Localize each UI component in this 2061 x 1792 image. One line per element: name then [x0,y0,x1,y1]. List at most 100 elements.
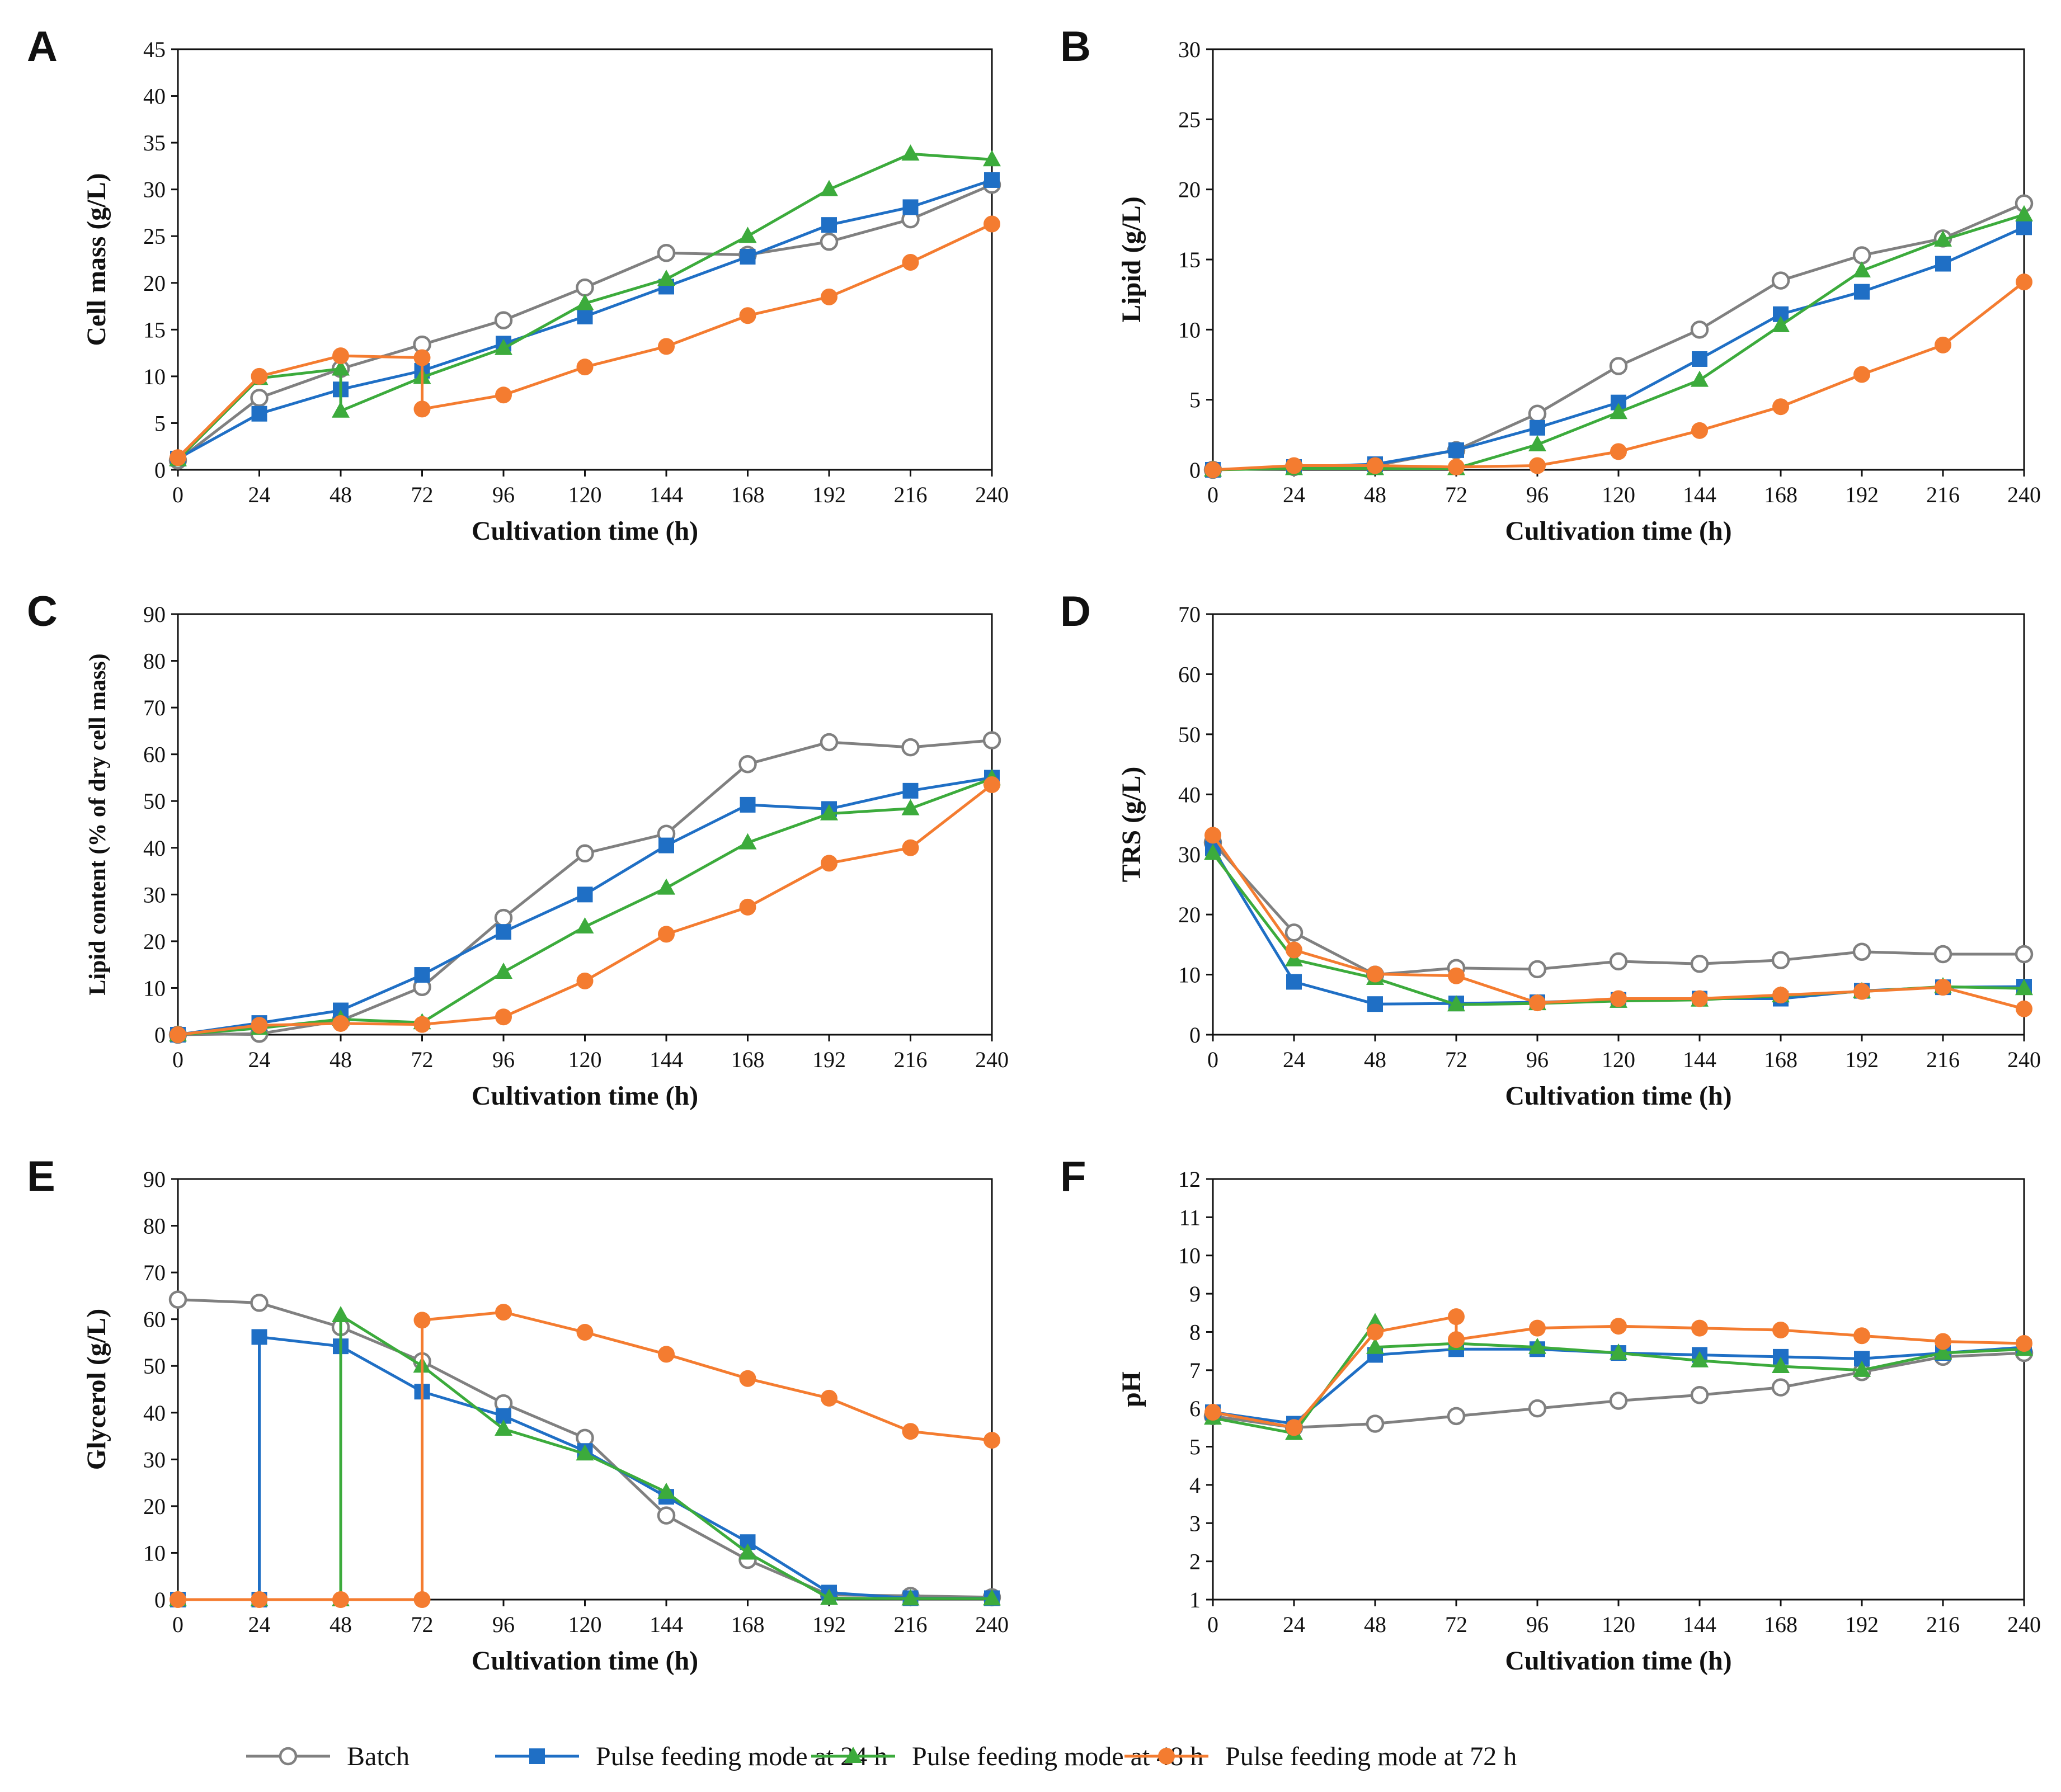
data-point [1448,1308,1465,1326]
x-tick-label: 120 [568,1047,602,1072]
data-point [1853,1327,1870,1345]
x-tick-label: 240 [2007,1047,2041,1072]
x-tick-label: 72 [1445,1612,1467,1637]
series-line [1211,834,2025,1011]
legend-item: Pulse feeding mode at 72 h [1124,1742,1517,1771]
data-point [170,1026,186,1043]
data-point [1934,230,1952,247]
data-point [1691,422,1708,439]
legend-swatch-marker [529,1748,545,1764]
data-point [1852,246,1871,265]
y-tick-label: 60 [143,1307,166,1332]
data-point [1366,1337,1384,1354]
y-tick-label: 0 [1189,1022,1201,1048]
data-point [170,1591,186,1608]
x-tick-label: 72 [411,1047,434,1072]
y-tick-label: 40 [143,1400,166,1426]
y-tick-label: 60 [1178,662,1201,687]
x-tick-label: 48 [1364,482,1386,507]
y-tick-label: 15 [1178,247,1201,272]
y-tick-label: 20 [143,929,166,954]
data-point [984,1432,1000,1449]
x-tick-label: 144 [650,482,683,507]
data-point [1690,1386,1709,1404]
x-tick-label: 216 [894,482,928,507]
data-point [251,405,267,422]
series-pulse-feeding-mode-at-48-h [169,1305,1001,1606]
x-tick-label: 192 [812,482,846,507]
y-tick-label: 2 [1189,1549,1201,1574]
x-tick-label: 120 [1602,1047,1635,1072]
data-point [1367,996,1383,1012]
y-tick-label: 30 [1178,37,1201,62]
x-tick-label: 72 [1445,1047,1467,1072]
x-tick-label: 216 [894,1047,928,1072]
y-axis-title: pH [1117,1371,1146,1407]
data-point [577,308,593,324]
x-tick-label: 72 [411,1612,434,1637]
series-pulse-feeding-mode-at-24-h [1205,840,2032,1012]
y-axis-title: Glycerol (g/L) [82,1309,111,1470]
x-tick-label: 0 [1207,482,1218,507]
data-point [2016,273,2032,291]
data-point [413,1016,431,1033]
data-point [738,1543,757,1560]
y-tick-label: 70 [143,1260,166,1285]
y-tick-label: 40 [143,84,166,109]
data-point [2016,1334,2032,1352]
data-point [1772,1322,1789,1339]
series-pulse-feeding-mode-at-24-h [1205,219,2032,478]
series-pulse-feeding-mode-at-48-h [1204,1313,2033,1440]
data-point [1853,1360,1871,1377]
data-point [820,180,838,196]
series-line [1212,852,2025,1006]
data-point [576,294,594,310]
data-point [414,967,430,983]
data-point [1286,941,1302,959]
data-point [1854,284,1870,300]
data-point [739,898,756,916]
data-point [1772,398,1789,416]
data-point [1528,960,1547,979]
data-point [901,1589,920,1606]
data-point [657,270,675,286]
legend-swatch-marker [844,1747,862,1763]
data-point [1528,1399,1547,1418]
data-point [1690,954,1709,973]
data-point [1610,443,1627,460]
data-point [1204,843,1222,860]
x-axis-title: Cultivation time (h) [472,1081,698,1111]
series-pulse-feeding-mode-at-48-h [169,144,1001,466]
y-axis-title: Lipid (g/L) [1117,196,1146,322]
x-tick-label: 216 [1926,1047,1960,1072]
panel-label-b: B [1060,23,1091,70]
series-pulse-feeding-mode-at-24-h [170,172,1000,466]
y-tick-label: 10 [1178,317,1201,342]
y-axis-title: TRS (g/L) [1117,767,1146,883]
data-point [1852,942,1871,961]
y-tick-label: 80 [143,1214,166,1239]
data-point [1286,974,1302,990]
series-line [177,777,992,1036]
data-point [983,150,1001,167]
y-tick-label: 40 [143,836,166,861]
data-point [1204,827,1221,844]
data-point [901,738,920,757]
y-tick-label: 30 [143,1447,166,1472]
x-tick-label: 96 [492,482,515,507]
y-tick-label: 5 [154,411,166,436]
data-point [1528,404,1547,423]
y-tick-label: 35 [143,130,166,155]
data-point [1935,336,1951,353]
plot-frame [177,1178,993,1601]
data-point [495,963,512,979]
series-line [1212,1318,2025,1435]
series-line [1212,226,2025,471]
data-point [902,1423,919,1440]
data-point [1609,1392,1628,1410]
x-tick-label: 192 [1845,1047,1879,1072]
data-point [332,347,349,365]
data-point [1448,1331,1465,1348]
y-tick-label: 20 [1178,177,1201,202]
x-tick-label: 168 [731,482,765,507]
